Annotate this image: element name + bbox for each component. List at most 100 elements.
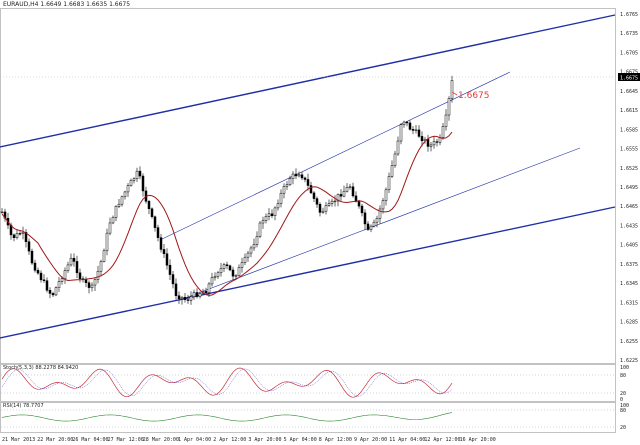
candle-body bbox=[414, 129, 418, 131]
candle-body bbox=[204, 291, 208, 294]
rsi-level-20: 20 bbox=[620, 425, 626, 431]
candle-body bbox=[375, 218, 379, 223]
candle-body bbox=[183, 296, 187, 300]
candle-body bbox=[333, 200, 337, 203]
price-axis-label: 1.6495 bbox=[620, 185, 638, 191]
inner-channel-lower-line[interactable] bbox=[179, 147, 581, 301]
candle-body bbox=[393, 153, 397, 167]
time-axis-label: 1 Apr 04:00 bbox=[178, 437, 211, 443]
rsi-level-100: 100 bbox=[620, 403, 629, 409]
candle-body bbox=[249, 247, 253, 254]
candle-body bbox=[273, 207, 277, 216]
rsi-header: RSI(14) 78.7707 bbox=[3, 403, 44, 409]
time-axis-label: 28 Mar 20:00 bbox=[143, 437, 179, 443]
candle-body bbox=[99, 261, 103, 272]
time-axis-label: 3 Apr 20:00 bbox=[248, 437, 281, 443]
candle-body bbox=[435, 141, 439, 143]
candle-body bbox=[306, 179, 310, 186]
candle-body bbox=[264, 216, 268, 221]
candle-body bbox=[441, 126, 445, 138]
candle-body bbox=[282, 185, 286, 194]
candle-body bbox=[177, 295, 181, 299]
candle-body bbox=[279, 192, 283, 204]
time-axis-label: 27 Mar 12:00 bbox=[108, 437, 144, 443]
candle-body bbox=[114, 206, 118, 218]
candle-body bbox=[237, 267, 241, 276]
stochastic-header: Stoch(5,3,3) 88.2278 84.9420 bbox=[3, 365, 79, 371]
candle-body bbox=[447, 98, 451, 116]
candle-body bbox=[324, 205, 328, 212]
candle-body bbox=[162, 249, 166, 254]
price-axis-label: 1.6225 bbox=[620, 358, 638, 364]
price-axis-label: 1.6465 bbox=[620, 204, 638, 210]
candle-body bbox=[270, 213, 274, 216]
stochastic-window[interactable] bbox=[0, 364, 616, 402]
candle-body bbox=[432, 141, 436, 146]
candle-body bbox=[21, 232, 25, 234]
stoch-level-80: 80 bbox=[620, 373, 626, 379]
price-axis-label: 1.6405 bbox=[620, 243, 638, 249]
price-axis-label: 1.6615 bbox=[620, 108, 638, 114]
candle-body bbox=[426, 139, 430, 147]
candle-body bbox=[234, 275, 238, 277]
candle-body bbox=[51, 293, 55, 296]
candle-body bbox=[69, 257, 73, 266]
candle-body bbox=[189, 296, 193, 301]
candle-body bbox=[195, 292, 199, 297]
candle-body bbox=[363, 212, 367, 225]
time-axis-label: 8 Apr 12:00 bbox=[319, 437, 352, 443]
price-axis-label: 1.6285 bbox=[620, 320, 638, 326]
outer-channel-lower-line[interactable] bbox=[0, 206, 616, 339]
candle-body bbox=[72, 257, 76, 262]
price-axis-label: 1.6375 bbox=[620, 262, 638, 268]
candle-body bbox=[291, 173, 295, 179]
candle-body bbox=[261, 220, 265, 224]
candle-body bbox=[126, 185, 130, 193]
candle-body bbox=[387, 176, 391, 191]
price-axis-label: 1.6345 bbox=[620, 281, 638, 287]
outer-channel-upper-line[interactable] bbox=[0, 14, 616, 148]
time-axis-label: 2 Apr 12:00 bbox=[213, 437, 246, 443]
candle-body bbox=[42, 279, 46, 281]
candle-body bbox=[417, 129, 421, 137]
candle-body bbox=[36, 270, 40, 274]
candle-body bbox=[285, 184, 289, 187]
candle-body bbox=[351, 186, 355, 197]
time-axis-label: 21 Mar 2013 bbox=[2, 437, 35, 443]
price-axis-label: 1.6675 bbox=[620, 70, 638, 76]
candle-body bbox=[57, 281, 61, 288]
candle-body bbox=[93, 279, 97, 286]
candle-body bbox=[408, 122, 412, 130]
candle-body bbox=[384, 189, 388, 201]
candle-body bbox=[339, 194, 343, 197]
time-axis-label: 12 Apr 12:00 bbox=[424, 437, 460, 443]
candle-body bbox=[258, 222, 262, 237]
candle-body bbox=[360, 205, 364, 214]
candle-body bbox=[228, 265, 232, 271]
candle-body bbox=[45, 280, 49, 291]
stoch-level-20: 20 bbox=[620, 391, 626, 397]
candle-body bbox=[159, 237, 163, 250]
chart-symbol-header: EURAUD,H4 1.6649 1.6683 1.6635 1.6675 bbox=[3, 1, 131, 8]
inner-channel-upper-line[interactable] bbox=[159, 71, 511, 241]
candlestick-series bbox=[0, 75, 454, 305]
candle-body bbox=[309, 185, 313, 194]
candle-body bbox=[390, 165, 394, 177]
candle-body bbox=[87, 282, 91, 288]
candle-body bbox=[444, 114, 448, 127]
candle-body bbox=[381, 200, 385, 210]
candle-body bbox=[312, 192, 316, 199]
current-price-label: 1.6675 bbox=[620, 76, 638, 82]
candle-body bbox=[276, 203, 280, 209]
candle-body bbox=[216, 272, 220, 277]
rsi-window[interactable] bbox=[0, 402, 616, 433]
candle-body bbox=[405, 121, 409, 124]
candle-body bbox=[402, 121, 406, 125]
candle-body bbox=[186, 299, 190, 301]
candle-body bbox=[48, 290, 52, 294]
candle-body bbox=[207, 283, 211, 294]
time-axis-label: 9 Apr 20:00 bbox=[354, 437, 387, 443]
candle-body bbox=[15, 233, 19, 238]
candle-body bbox=[123, 191, 127, 198]
